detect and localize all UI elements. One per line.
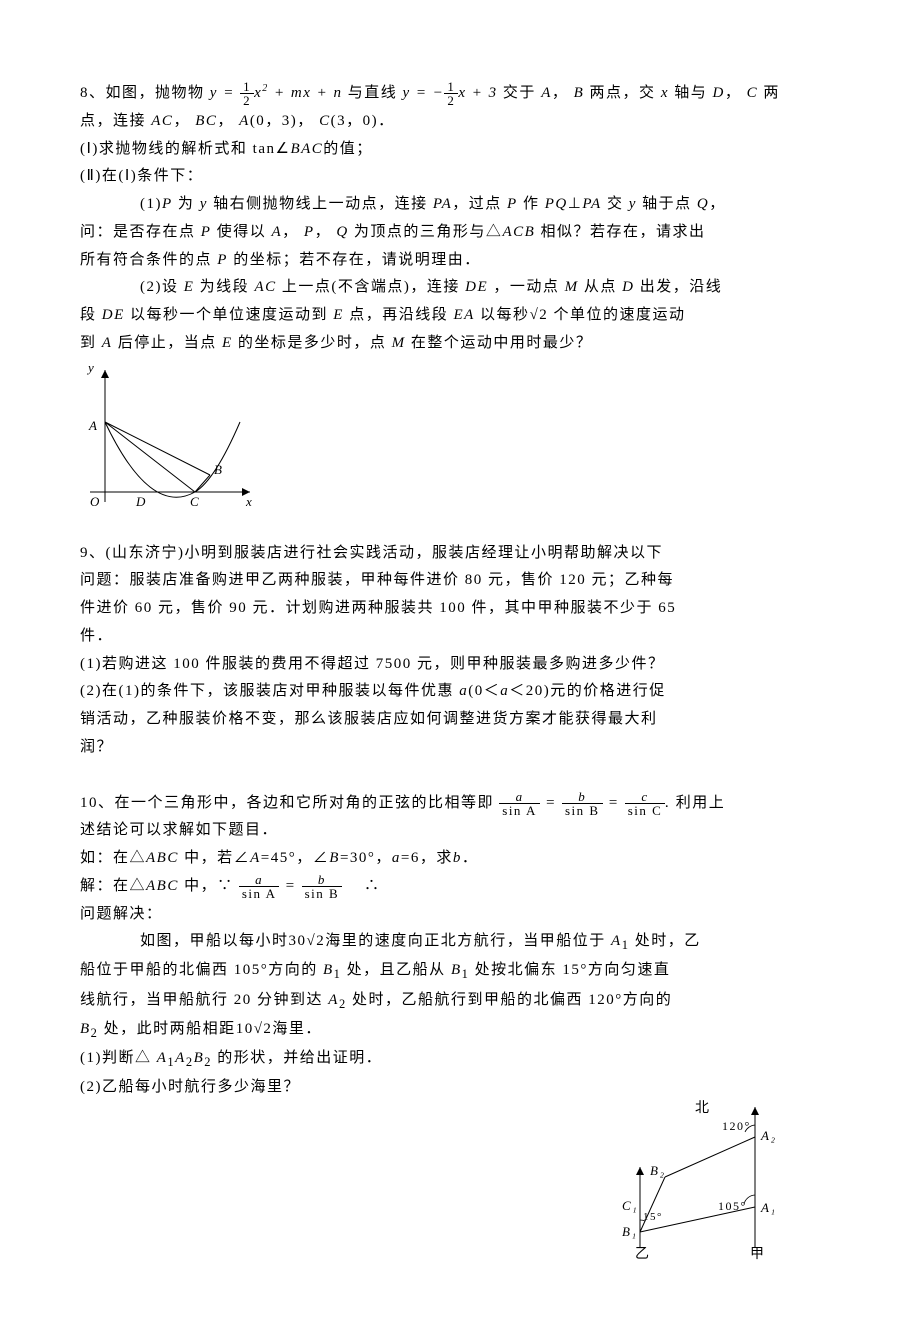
q9-l4: 件． <box>80 623 840 651</box>
svg-text:C₁: C₁ <box>622 1198 638 1213</box>
pt-C: C <box>747 85 759 101</box>
law-of-sines: asin A = bsin B = csin C. <box>499 795 676 811</box>
q10-l9: B2 处，此时两船相距10√2海里． <box>80 1016 840 1045</box>
q10-l4: 解：在△ABC 中，∵ asin A = bsin B ∴ <box>80 873 840 901</box>
question-8: 8、如图，抛物物 y = 12x2 + mx + n 与直线 y = −12x … <box>80 80 840 512</box>
svg-text:北: 北 <box>695 1100 711 1116</box>
svg-text:C: C <box>190 494 200 509</box>
pt-A: A <box>541 85 552 101</box>
svg-text:105°: 105° <box>718 1199 747 1213</box>
q9-l5: (1)若购进这 100 件服装的费用不得超过 7500 元，则甲种服装最多购进多… <box>80 651 840 679</box>
q8-sub1-l2: 问：是否存在点 P 使得以 A， P， Q 为顶点的三角形与△ACB 相似？若存… <box>80 219 840 247</box>
svg-text:A₂: A₂ <box>760 1128 776 1143</box>
q9-l6: (2)在(1)的条件下，该服装店对甲种服装以每件优惠 a(0＜a＜20)元的价格… <box>80 678 840 706</box>
q9-l8: 润？ <box>80 734 840 762</box>
q9-l3: 件进价 60 元，售价 90 元．计划购进两种服装共 100 件，其中甲种服装不… <box>80 595 840 623</box>
svg-text:D: D <box>135 494 147 509</box>
svg-text:A₁: A₁ <box>760 1200 776 1215</box>
axis-x: x <box>661 85 669 101</box>
pt-D: D <box>713 85 725 101</box>
q10-l5: 问题解决： <box>80 901 840 929</box>
q8-sub2-l1: (2)设 E 为线段 AC 上一点(不含端点)，连接 DE ，一动点 M 从点 … <box>80 274 840 302</box>
question-10: 10、在一个三角形中，各边和它所对角的正弦的比相等即 asin A = bsin… <box>80 790 840 1262</box>
q10-l7: 船位于甲船的北偏西 105°方向的 B1 处，且乙船从 B1 处按北偏东 15°… <box>80 957 840 986</box>
svg-text:乙: 乙 <box>635 1246 651 1262</box>
text: 8、如图，抛物 <box>80 85 188 101</box>
q8-sub2-l2: 段 DE 以每秒一个单位速度运动到 E 点，再沿线段 EA 以每秒√2 个单位的… <box>80 302 840 330</box>
svg-text:甲: 甲 <box>750 1247 766 1262</box>
q8-sub1-l1: (1)P 为 y 轴右侧抛物线上一动点，连接 PA，过点 P 作 PQ⊥PA 交… <box>80 191 840 219</box>
q10-l6: 如图，甲船以每小时30√2海里的速度向正北方航行，当甲船位于 A1 处时，乙 <box>80 928 840 957</box>
svg-text:O: O <box>90 494 101 509</box>
eq-a-b: asin A = bsin B <box>239 878 348 894</box>
q10-figure: 北 120° A₂ 105° A₁ B₂ C₁ 15° B₁ 乙 甲 <box>600 1092 800 1262</box>
q10-l3: 如：在△ABC 中，若∠A=45°，∠B=30°，a=6，求b． <box>80 845 840 873</box>
svg-text:A: A <box>88 418 98 433</box>
text: 轴与 <box>674 85 707 101</box>
q9-l1: 9、(山东济宁)小明到服装店进行社会实践活动，服装店经理让小明帮助解决以下 <box>80 540 840 568</box>
q10-l1: 10、在一个三角形中，各边和它所对角的正弦的比相等即 asin A = bsin… <box>80 790 840 818</box>
question-9: 9、(山东济宁)小明到服装店进行社会实践活动，服装店经理让小明帮助解决以下 问题… <box>80 540 840 762</box>
svg-text:120°: 120° <box>722 1119 751 1133</box>
q8-line3: (Ⅰ)求抛物线的解析式和 tan∠BAC的值； <box>80 136 840 164</box>
text: 两 <box>763 85 780 101</box>
q9-l7: 销活动，乙种服装价格不变，那么该服装店应如何调整进货方案才能获得最大利 <box>80 706 840 734</box>
text: 交于 <box>503 85 536 101</box>
q8-line2: 点，连接 AC， BC， A(0，3)， C(3，0)． <box>80 108 840 136</box>
pt-B: B <box>574 85 585 101</box>
svg-text:15°: 15° <box>643 1211 663 1223</box>
svg-text:B₁: B₁ <box>622 1224 637 1239</box>
q8-line4: (Ⅱ)在(Ⅰ)条件下： <box>80 163 840 191</box>
svg-text:y: y <box>86 362 95 375</box>
q8-sub2-l3: 到 A 后停止，当点 E 的坐标是多少时，点 M 在整个运动中用时最少？ <box>80 330 840 358</box>
svg-text:B₂: B₂ <box>650 1163 665 1178</box>
formula-line: y = −12x + 3 <box>402 85 497 101</box>
q8-sub1-l3: 所有符合条件的点 P 的坐标；若不存在，请说明理由． <box>80 247 840 275</box>
q10-l8: 线航行，当甲船航行 20 分钟到达 A2 处时，乙船航行到甲船的北偏西 120°… <box>80 987 840 1016</box>
q10-l10: (1)判断△ A1A2B2 的形状，并给出证明． <box>80 1045 840 1074</box>
svg-text:x: x <box>245 494 253 509</box>
q8-figure: y x O A D C B <box>80 362 840 512</box>
text: 两点，交 <box>590 85 656 101</box>
q9-l2: 问题：服装店准备购进甲乙两种服装，甲种每件进价 80 元，售价 120 元；乙种… <box>80 567 840 595</box>
text: 与直线 <box>348 85 398 101</box>
svg-text:B: B <box>214 462 223 477</box>
q8-line1: 8、如图，抛物物 y = 12x2 + mx + n 与直线 y = −12x … <box>80 80 840 108</box>
text: 物 <box>188 85 205 101</box>
formula-parabola: y = 12x2 + mx + n <box>210 85 343 101</box>
q10-l2: 述结论可以求解如下题目． <box>80 817 840 845</box>
